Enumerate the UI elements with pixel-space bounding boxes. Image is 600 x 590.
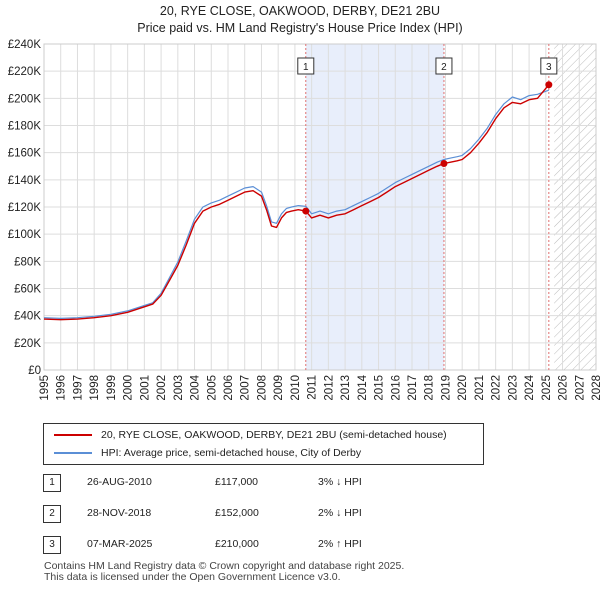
x-tick-label: 1995 [39,375,51,401]
sale-number-badge: 2 [43,505,61,523]
x-tick-label: 2014 [357,374,369,400]
legend-item-property: 20, RYE CLOSE, OAKWOOD, DERBY, DE21 2BU … [44,426,447,444]
footer: Contains HM Land Registry data © Crown c… [44,561,404,583]
sale-point [440,160,448,168]
x-tick-label: 2016 [390,375,402,401]
x-tick-label: 1997 [72,375,84,401]
y-tick-label: £220K [8,66,42,78]
sale-marker-box [540,57,558,75]
x-tick-label: 2026 [558,375,570,401]
sale-number-badge: 1 [43,474,61,492]
sale-marker-label: 1 [303,62,309,73]
x-tick-label: 2015 [374,375,386,401]
x-tick-label: 1996 [56,375,68,401]
x-tick-label: 2022 [491,375,503,401]
price-chart: £0 £20K £40K £60K £80K £100K £120K £140K £160K £1… [8,39,600,401]
chart-title: 20, RYE CLOSE, OAKWOOD, DERBY, DE21 2BU [159,4,441,18]
x-tick-label: 2008 [256,375,268,401]
sale-marker-box [297,57,315,75]
x-tick-label: 2018 [424,375,436,401]
x-tick-label: 2013 [340,375,352,401]
sale-date: 28-NOV-2018 [87,507,152,519]
x-tick-label: 1999 [106,375,118,401]
sale-number-badge: 3 [43,536,61,554]
x-tick-label: 2010 [290,375,302,401]
sale-price: £152,000 [215,507,259,519]
x-tick-label: 2024 [524,374,536,400]
x-tick-label: 2000 [123,375,135,401]
sale-row: 2 28-NOV-2018 £152,000 2% ↓ HPI [43,505,503,525]
sale-marker-box [435,57,453,75]
y-tick-label: £200K [8,93,42,105]
x-tick-label: 2021 [474,375,486,401]
sale-price: £210,000 [215,538,259,550]
x-tick-label: 2028 [591,375,600,401]
legend-swatch-property [54,434,92,436]
x-tick-label: 2023 [507,375,519,401]
sale-hpi-diff: 2% ↓ HPI [318,507,362,519]
x-tick-label: 2005 [206,375,218,401]
legend: 20, RYE CLOSE, OAKWOOD, DERBY, DE21 2BU … [43,423,484,465]
x-tick-label: 1998 [89,375,101,401]
legend-swatch-hpi [54,452,92,454]
y-tick-label: £0 [28,365,41,377]
y-tick-label: £160K [8,148,42,160]
y-tick-label: £40K [14,311,41,323]
chart-subtitle: Price paid vs. HM Land Registry's House … [137,21,463,35]
sale-hpi-diff: 2% ↑ HPI [318,538,362,550]
y-tick-label: £140K [8,175,42,187]
y-tick-label: £60K [14,284,41,296]
y-tick-label: £180K [8,121,42,133]
legend-label-property: 20, RYE CLOSE, OAKWOOD, DERBY, DE21 2BU … [101,429,447,441]
x-tick-label: 2027 [574,375,586,401]
y-tick-label: £240K [8,39,42,51]
x-tick-label: 2020 [457,375,469,401]
y-tick-label: £20K [14,338,41,350]
sale-marker-label: 3 [546,62,552,73]
sale-point [545,81,553,89]
footer-copyright: Contains HM Land Registry data © Crown c… [44,560,405,572]
x-tick-label: 2007 [240,375,252,401]
sale-row: 1 26-AUG-2010 £117,000 3% ↓ HPI [43,474,503,494]
y-tick-label: £100K [8,229,42,241]
x-tick-label: 2019 [440,375,452,401]
sale-date: 07-MAR-2025 [87,538,153,550]
sale-date: 26-AUG-2010 [87,476,152,488]
sale-price: £117,000 [215,476,259,488]
legend-item-hpi: HPI: Average price, semi-detached house,… [44,444,361,462]
x-tick-label: 2002 [156,375,168,401]
legend-label-hpi: HPI: Average price, semi-detached house,… [101,447,362,459]
x-tick-label: 2003 [173,375,185,401]
x-tick-label: 2001 [139,375,151,401]
footer-licence: This data is licensed under the Open Gov… [44,571,341,583]
x-tick-label: 2025 [541,375,553,401]
y-tick-label: £80K [14,256,41,268]
property-price-line [43,84,550,321]
x-tick-label: 2011 [307,375,319,400]
x-tick-label: 2017 [407,375,419,401]
x-tick-label: 2012 [323,375,335,401]
sale-hpi-diff: 3% ↓ HPI [318,476,362,488]
sale-marker-label: 2 [441,62,447,73]
sale-point [302,207,310,215]
plot-border [43,43,597,371]
x-tick-label: 2004 [190,374,202,400]
sale-row: 3 07-MAR-2025 £210,000 2% ↑ HPI [43,536,503,556]
y-tick-label: £120K [8,202,42,214]
hpi-line [43,89,550,319]
x-tick-label: 2006 [223,375,235,401]
x-tick-label: 2009 [273,375,285,401]
